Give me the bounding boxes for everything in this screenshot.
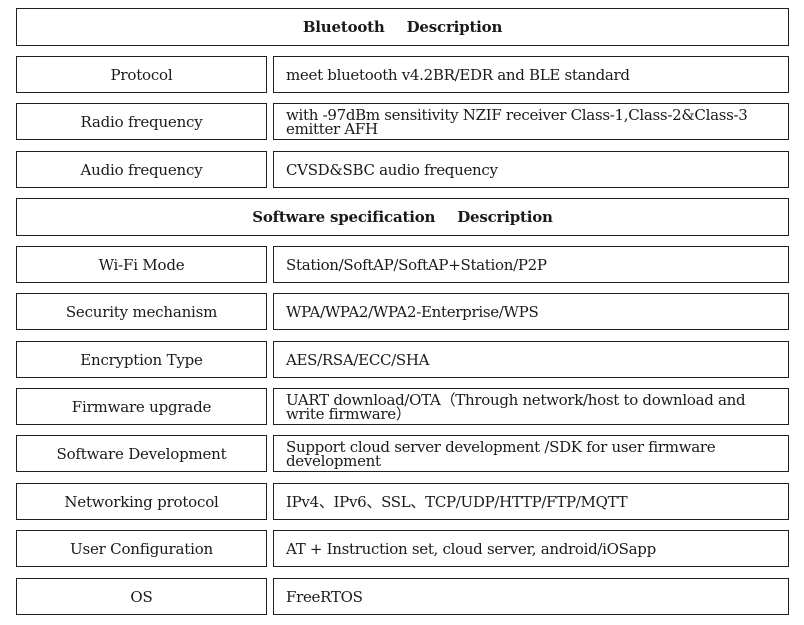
row-value-user-configuration: AT + Instruction set, cloud server, andr… (273, 530, 789, 567)
row-label-encryption-type: Encryption Type (16, 341, 267, 378)
row-label-audio-frequency: Audio frequency (16, 151, 267, 188)
row-label-protocol: Protocol (16, 56, 267, 93)
row-value-encryption-type: AES/RSA/ECC/SHA (273, 341, 789, 378)
software-header-title: Software specification (252, 208, 436, 226)
row-value-os: FreeRTOS (273, 578, 789, 615)
row-value-protocol: meet bluetooth v4.2BR/EDR and BLE standa… (273, 56, 789, 93)
row-value-firmware-upgrade: UART download/OTA（Through network/host t… (273, 388, 789, 425)
row-label-wifi-mode: Wi-Fi Mode (16, 246, 267, 283)
bluetooth-header-title: Bluetooth (302, 18, 385, 36)
bluetooth-header-description: Description (406, 18, 503, 36)
row-label-radio-frequency: Radio frequency (16, 103, 267, 140)
row-label-networking-protocol: Networking protocol (16, 483, 267, 520)
row-label-os: OS (16, 578, 267, 615)
software-section-header: Software specification Description (16, 198, 789, 236)
row-value-radio-frequency: with -97dBm sensitivity NZIF receiver Cl… (273, 103, 789, 140)
row-label-software-development: Software Development (16, 435, 267, 472)
row-value-software-development: Support cloud server development /SDK fo… (273, 435, 789, 472)
row-value-wifi-mode: Station/SoftAP/SoftAP+Station/P2P (273, 246, 789, 283)
software-header-description: Description (457, 208, 553, 226)
row-value-security-mechanism: WPA/WPA2/WPA2-Enterprise/WPS (273, 293, 789, 330)
row-label-firmware-upgrade: Firmware upgrade (16, 388, 267, 425)
row-label-security-mechanism: Security mechanism (16, 293, 267, 330)
row-value-audio-frequency: CVSD&SBC audio frequency (273, 151, 789, 188)
row-label-user-configuration: User Configuration (16, 530, 267, 567)
bluetooth-section-header: Bluetooth Description (16, 8, 789, 46)
row-value-networking-protocol: IPv4、IPv6、SSL、TCP/UDP/HTTP/FTP/MQTT (273, 483, 789, 520)
